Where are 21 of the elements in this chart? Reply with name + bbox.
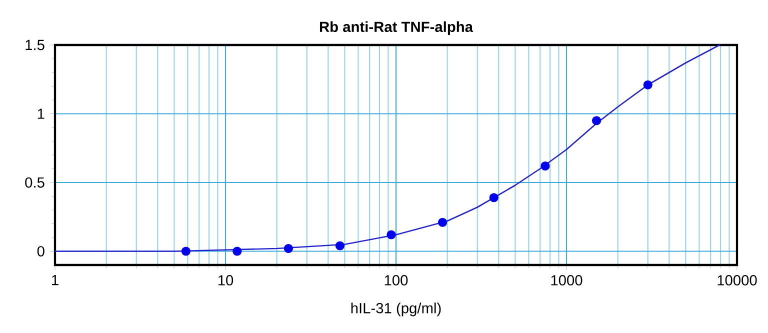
x-tick-label: 1000 — [551, 275, 582, 286]
y-tick-label: 1.5 — [26, 40, 44, 50]
point — [232, 246, 242, 256]
point — [592, 116, 602, 126]
point — [386, 230, 396, 240]
x-tick-label: 100 — [384, 275, 408, 286]
point — [438, 218, 448, 227]
point — [181, 246, 190, 256]
x-axis-title: hIL-31 (pg/ml) — [351, 302, 441, 316]
x-tick-label: 10000 — [718, 275, 757, 286]
point — [540, 161, 550, 171]
y-tick-label: 0.5 — [25, 177, 44, 188]
point — [284, 244, 293, 254]
x-tick-label: 1 — [52, 275, 58, 286]
chart-title: Rb anti-Rat TNF-alpha — [320, 21, 474, 35]
point — [643, 80, 652, 90]
point — [335, 241, 344, 250]
y-tick-label: 0 — [37, 246, 44, 256]
x-tick-label: 10 — [218, 275, 234, 286]
y-tick-label: 1 — [38, 108, 44, 119]
point — [489, 193, 498, 202]
